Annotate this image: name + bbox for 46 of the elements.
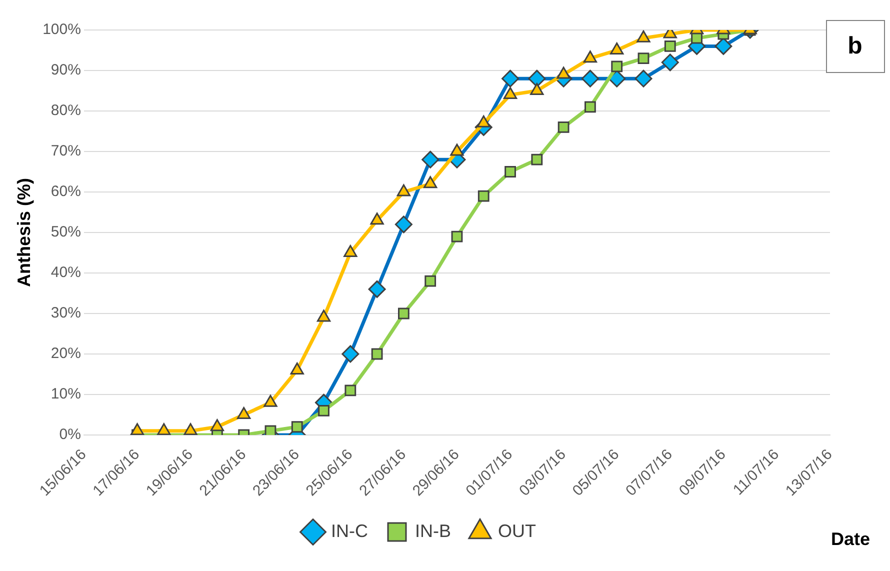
legend-label: IN-B [415, 520, 451, 541]
point [316, 310, 331, 322]
point [424, 275, 436, 287]
text: b [848, 32, 862, 60]
y-tick-label: 80% [50, 102, 81, 120]
y-tick-label: 60% [50, 183, 81, 200]
point [504, 166, 516, 178]
y-tick-label: 0% [59, 426, 81, 444]
y-tick-label: 70% [50, 142, 81, 160]
point [638, 52, 650, 64]
point [478, 190, 490, 202]
y-tick-label: 100% [42, 21, 81, 38]
point [398, 308, 410, 320]
point [531, 154, 543, 166]
point [264, 425, 276, 435]
point [611, 60, 623, 72]
point [370, 212, 384, 225]
point [210, 419, 224, 432]
point [290, 362, 304, 374]
point [558, 121, 570, 133]
y-tick-label: 50% [50, 224, 81, 241]
point [584, 101, 596, 113]
point [184, 423, 198, 435]
point [237, 406, 251, 419]
point [371, 348, 383, 360]
point [344, 244, 358, 257]
y-tick-label: 90% [50, 62, 81, 79]
point [318, 404, 330, 416]
x-axis-title: Date [830, 528, 870, 549]
point [450, 144, 464, 156]
y-tick-label: 20% [50, 345, 81, 362]
legend-label: IN-C [331, 520, 368, 541]
y-tick-label: 30% [50, 304, 81, 322]
point [264, 394, 278, 407]
point [130, 423, 144, 435]
y-tick-label: 40% [50, 264, 81, 282]
point [396, 184, 411, 196]
point [157, 423, 171, 435]
y-axis-title: Anthesis (%) [14, 178, 34, 287]
point [344, 384, 356, 396]
y-tick-label: 10% [50, 386, 81, 403]
point [451, 230, 463, 242]
point [664, 40, 676, 52]
legend-label: OUT [498, 520, 536, 541]
point [503, 87, 518, 100]
point [424, 176, 438, 188]
